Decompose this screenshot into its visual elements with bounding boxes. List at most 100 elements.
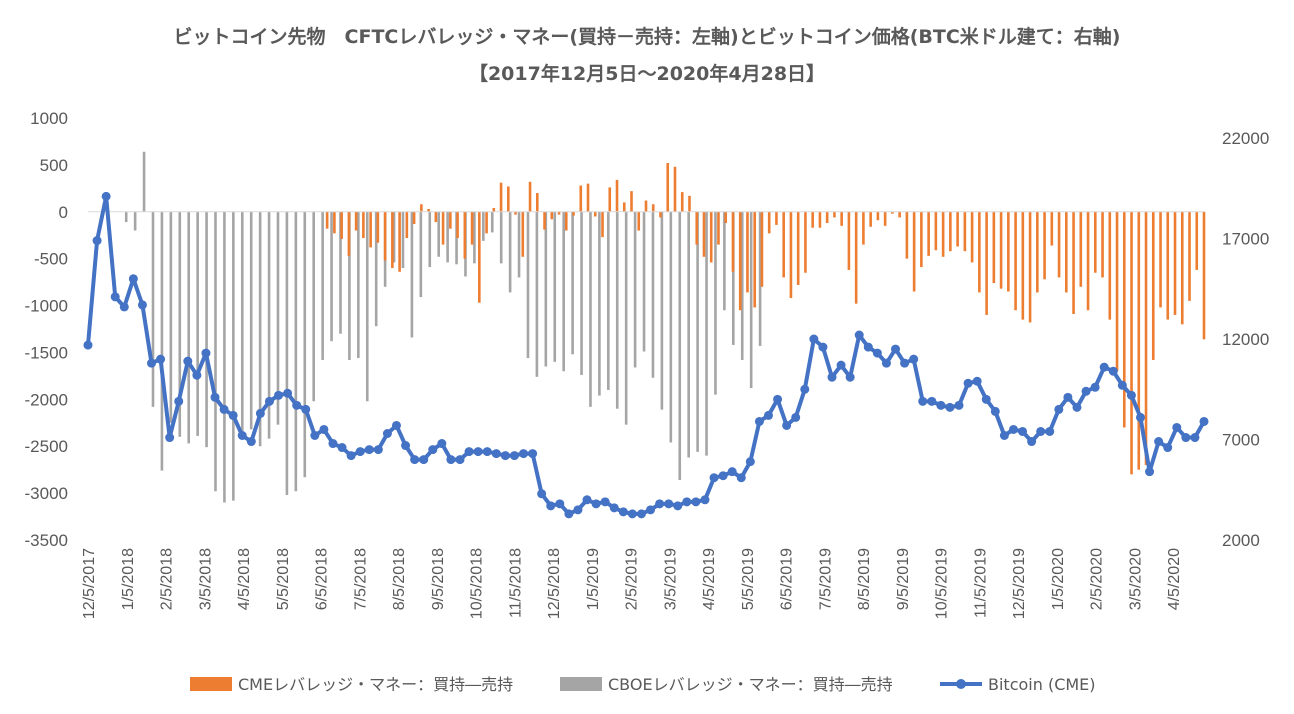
cme-bar xyxy=(1014,211,1017,311)
cme-bar xyxy=(630,191,633,212)
bitcoin-point xyxy=(519,449,529,459)
bitcoin-point xyxy=(664,499,674,509)
cme-bar xyxy=(1122,211,1126,428)
cme-bar xyxy=(405,211,409,239)
cboe-bar xyxy=(437,211,440,257)
cme-bar xyxy=(1007,211,1010,292)
cme-bar xyxy=(354,211,358,231)
cboe-bar xyxy=(312,211,315,402)
cme-bar xyxy=(782,211,785,278)
cboe-bar xyxy=(705,211,708,456)
cboe-bar xyxy=(499,211,503,264)
bitcoin-point xyxy=(337,443,347,453)
cboe-bar xyxy=(419,211,423,298)
cboe-bar xyxy=(723,211,726,311)
cme-bar xyxy=(941,211,945,257)
cboe-bar xyxy=(473,211,476,264)
bitcoin-point xyxy=(473,447,483,457)
cme-bar xyxy=(485,211,488,234)
bitcoin-point xyxy=(636,509,646,519)
cme-bar xyxy=(876,211,880,221)
cboe-bar xyxy=(401,211,405,269)
left-tick-label: -2000 xyxy=(25,390,68,409)
bitcoin-point xyxy=(1008,424,1018,434)
bitcoin-point xyxy=(437,439,447,449)
bitcoin-point xyxy=(537,489,547,499)
x-tick-label: 9/5/2018 xyxy=(430,548,447,610)
cme-bar xyxy=(478,211,481,303)
cme-bar xyxy=(825,211,829,224)
cme-bar xyxy=(644,200,648,212)
bitcoin-point xyxy=(999,431,1009,441)
cboe-bar xyxy=(276,211,280,425)
bitcoin-point xyxy=(528,449,538,459)
bitcoin-point xyxy=(900,358,910,368)
cme-bar xyxy=(398,211,401,272)
bitcoin-point xyxy=(373,445,383,455)
bitcoin-point xyxy=(292,400,302,410)
cme-bar xyxy=(1065,211,1068,293)
cme-bar xyxy=(753,211,757,308)
cme-bar xyxy=(383,211,387,261)
x-tick-label: 12/5/2018 xyxy=(546,548,563,619)
cme-bar xyxy=(622,202,626,212)
cme-bar xyxy=(1202,211,1206,340)
bitcoin-point xyxy=(709,473,719,483)
bitcoin-point xyxy=(1018,426,1028,436)
bitcoin-point xyxy=(301,404,311,414)
cme-bar xyxy=(492,208,496,212)
right-tick-label: 7000 xyxy=(1222,431,1260,450)
cboe-bar xyxy=(589,211,592,407)
bitcoin-point xyxy=(219,404,229,414)
cme-bar xyxy=(724,211,728,224)
cboe-bar xyxy=(232,211,235,501)
cboe-bar xyxy=(687,211,690,458)
cme-bar xyxy=(615,179,619,212)
bitcoin-point xyxy=(791,412,801,422)
cboe-bar xyxy=(365,211,369,402)
cme-bar xyxy=(796,211,800,285)
bitcoin-point xyxy=(147,358,157,368)
cme-bar xyxy=(731,211,735,272)
cme-bar xyxy=(738,211,742,311)
cme-bar xyxy=(369,211,372,248)
cme-bar xyxy=(579,185,583,212)
bitcoin-point xyxy=(283,388,293,398)
bitcoin-point xyxy=(1036,426,1046,436)
cboe-bar xyxy=(392,211,396,263)
bitcoin-point xyxy=(1126,390,1136,400)
x-tick-label: 9/5/2019 xyxy=(895,548,912,610)
legend: CMEレバレッジ・マネー：買持―売持 CBOEレバレッジ・マネー：買持―売持 B… xyxy=(190,675,1096,694)
cboe-bar xyxy=(357,211,360,359)
bitcoin-point xyxy=(428,445,438,455)
x-tick-label: 8/5/2018 xyxy=(391,548,408,610)
bitcoin-point xyxy=(918,396,928,406)
cme-bar xyxy=(767,211,771,234)
cboe-bar xyxy=(294,211,298,492)
bitcoin-point xyxy=(156,354,166,364)
x-tick-label: 2/5/2019 xyxy=(624,548,641,610)
bitcoin-point xyxy=(119,302,129,312)
cme-bar xyxy=(862,211,865,245)
cme-bar xyxy=(637,211,641,231)
bitcoin-point xyxy=(863,342,873,352)
bitcoin-point xyxy=(754,416,764,426)
cboe-bar xyxy=(348,211,351,360)
legend-swatch-cboe xyxy=(560,677,602,691)
cme-bar xyxy=(789,211,793,299)
cme-bar xyxy=(1093,211,1097,273)
left-tick-label: -2500 xyxy=(25,437,68,456)
x-tick-label: 1/5/2018 xyxy=(120,548,137,610)
x-tick-label: 11/5/2018 xyxy=(507,548,524,618)
x-tick-label: 4/5/2019 xyxy=(701,548,718,610)
cme-bar xyxy=(420,204,423,212)
bitcoin-point xyxy=(872,348,882,358)
cme-bar xyxy=(376,211,380,243)
cme-bar xyxy=(854,211,858,304)
cboe-bar xyxy=(151,211,155,407)
bitcoin-point xyxy=(909,354,919,364)
bitcoin-point xyxy=(464,447,474,457)
cme-bar xyxy=(688,195,691,212)
bitcoin-point xyxy=(1117,380,1127,390)
bitcoin-point xyxy=(1045,426,1055,436)
